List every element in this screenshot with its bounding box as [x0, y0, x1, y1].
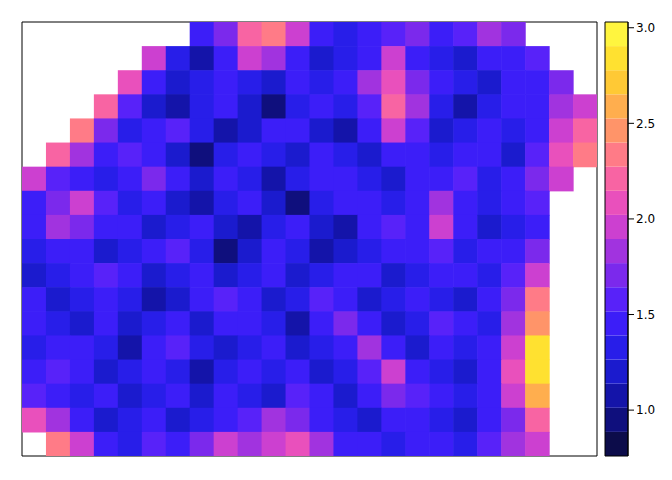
- svg-text:1.0: 1.0: [636, 403, 655, 417]
- svg-text:1.5: 1.5: [636, 308, 655, 322]
- svg-text:2.5: 2.5: [636, 117, 655, 131]
- svg-text:2.0: 2.0: [636, 212, 655, 226]
- svg-text:3.0: 3.0: [636, 21, 655, 35]
